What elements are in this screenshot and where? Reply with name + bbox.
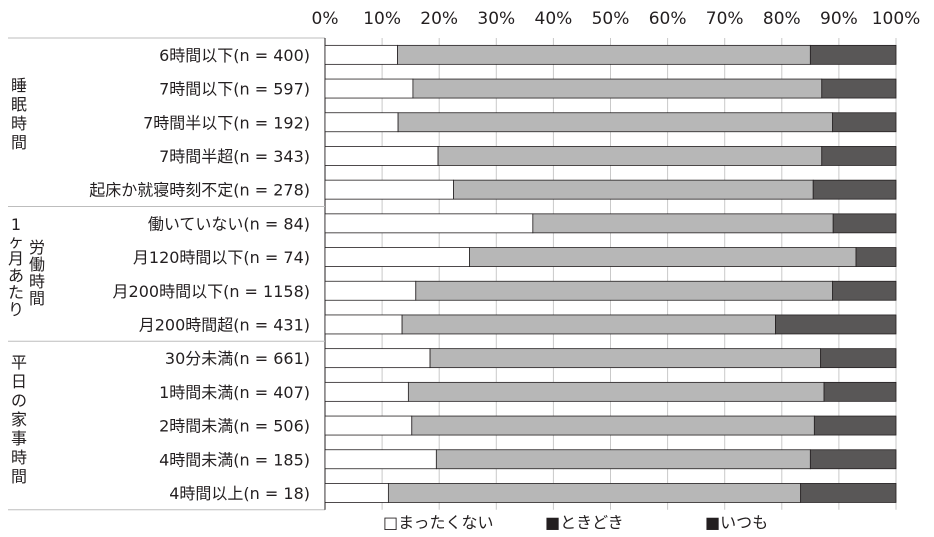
- bar-segment: [324, 247, 470, 267]
- bar-segment: [809, 44, 897, 65]
- bar-segment: [820, 348, 897, 369]
- bar-segment: [532, 213, 834, 234]
- x-tick-label: 60%: [649, 9, 687, 29]
- category-label: 4時間未満(n = 185): [159, 450, 310, 469]
- bar-segment: [324, 179, 454, 200]
- x-tick-label: 90%: [820, 9, 858, 29]
- legend-entry: ■ときどき: [545, 513, 624, 532]
- bar-segment: [800, 483, 897, 503]
- bar-segment: [809, 449, 897, 470]
- bar-segment: [387, 483, 802, 503]
- x-tick-label: 30%: [477, 9, 515, 29]
- bar-segment: [832, 280, 897, 301]
- bar-segment: [823, 381, 897, 402]
- bar-segment: [324, 348, 431, 369]
- bar-segment: [324, 483, 389, 503]
- category-label: 1時間未満(n = 407): [159, 383, 310, 402]
- bar-segment: [324, 314, 403, 335]
- category-label: 6時間以下(n = 400): [159, 46, 310, 65]
- bar-segment: [401, 314, 776, 335]
- bar-segment: [832, 213, 897, 234]
- bar-segment: [411, 415, 815, 436]
- group-label: 睡眠時間: [11, 76, 27, 152]
- bar-segment: [324, 449, 437, 470]
- bar-segment: [412, 78, 823, 99]
- x-tick-label: 10%: [363, 9, 401, 29]
- legend-entry: ■いつも: [705, 513, 768, 532]
- x-tick-label: 40%: [535, 9, 573, 29]
- bar-segment: [832, 112, 897, 133]
- bar-segment: [429, 348, 822, 369]
- bar-segment: [415, 280, 834, 301]
- bar-segment: [324, 112, 399, 133]
- category-label: 7時間半超(n = 343): [159, 147, 310, 166]
- bar-segment: [324, 381, 409, 402]
- x-tick-label: 70%: [706, 9, 744, 29]
- category-label: 7時間半以下(n = 192): [143, 113, 310, 132]
- bar-segment: [324, 78, 414, 99]
- x-tick-label: 80%: [763, 9, 801, 29]
- bar-segment: [397, 112, 834, 133]
- group-label: 平日の家事時間: [11, 353, 27, 486]
- bar-segment: [821, 146, 897, 166]
- bar-segment: [324, 146, 439, 166]
- bar-segment: [324, 280, 417, 301]
- bar-segment: [397, 44, 811, 65]
- bar-segment: [855, 247, 897, 267]
- bar-segment: [775, 314, 897, 335]
- x-tick-label: 0%: [312, 9, 339, 29]
- bar-segment: [437, 146, 823, 166]
- bar-segment: [813, 415, 897, 436]
- category-label: 起床か就寝時刻不定(n = 278): [89, 181, 310, 200]
- category-label: 月200時間以下(n = 1158): [113, 282, 310, 301]
- bar-segment: [407, 381, 825, 402]
- group-label: 1 ヶ月あたり労働時間: [8, 215, 45, 319]
- x-tick-label: 20%: [420, 9, 458, 29]
- bar-segment: [821, 78, 897, 99]
- x-tick-label: 100%: [872, 9, 921, 29]
- bar-segment: [324, 213, 534, 234]
- x-tick-label: 50%: [592, 9, 630, 29]
- category-label: 月120時間以下(n = 74): [133, 248, 310, 267]
- bar-segment: [324, 44, 398, 65]
- bar-segment: [453, 179, 814, 200]
- category-label: 月200時間超(n = 431): [139, 315, 310, 334]
- bar-segment: [812, 179, 897, 200]
- category-label: 4時間以上(n = 18): [169, 484, 310, 503]
- legend-entry: □まったくない: [383, 513, 493, 532]
- bar-segment: [324, 415, 413, 436]
- category-label: 30分未満(n = 661): [165, 349, 310, 368]
- bar-segment: [435, 449, 811, 470]
- category-label: 7時間以下(n = 597): [159, 80, 310, 99]
- bar-segment: [469, 247, 857, 267]
- category-label: 働いていない(n = 84): [148, 214, 310, 233]
- category-label: 2時間未満(n = 506): [159, 417, 310, 436]
